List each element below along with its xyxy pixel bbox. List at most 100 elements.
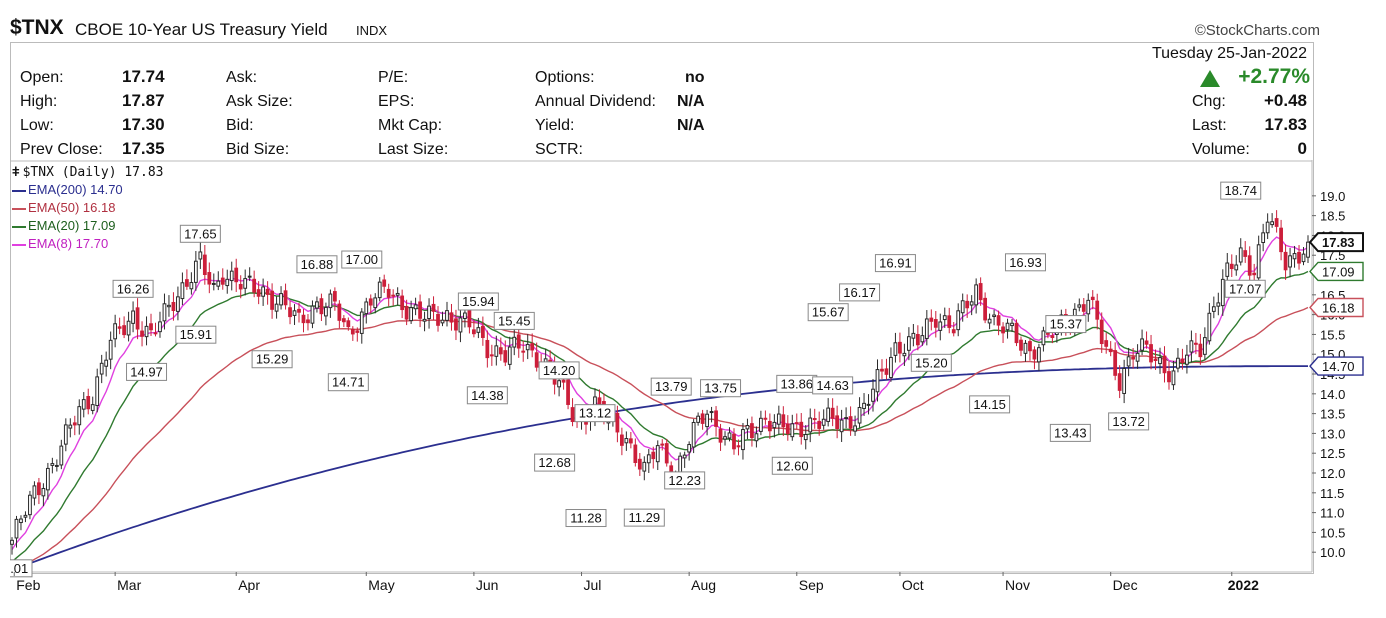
candle-body bbox=[1279, 227, 1283, 253]
candle-body bbox=[261, 286, 266, 297]
annotation-label: 13.43 bbox=[1054, 425, 1087, 440]
candle-body bbox=[494, 345, 499, 357]
candle-body bbox=[319, 298, 324, 315]
x-tick-label: May bbox=[368, 577, 394, 593]
candle-body bbox=[59, 445, 64, 466]
candle-body bbox=[176, 296, 180, 312]
x-tick-label: Jun bbox=[476, 577, 499, 593]
candle-body bbox=[1194, 342, 1198, 345]
candle-body bbox=[987, 318, 992, 324]
x-tick-label: Feb bbox=[16, 577, 40, 593]
candle-body bbox=[198, 251, 203, 260]
sctr-label: SCTR: bbox=[535, 141, 583, 158]
annotation-box bbox=[1220, 181, 1262, 200]
options-label: Options: bbox=[535, 69, 595, 86]
annotation-label: 15.37 bbox=[1050, 317, 1083, 332]
candle-body bbox=[350, 328, 355, 335]
candle-body bbox=[180, 282, 185, 300]
candle-body bbox=[413, 304, 418, 310]
candle-body bbox=[382, 279, 387, 287]
candle-body bbox=[920, 335, 925, 343]
y-tick-label: 13.5 bbox=[1320, 407, 1345, 422]
candle-body bbox=[705, 413, 709, 428]
candle-body bbox=[229, 270, 234, 282]
candle-body bbox=[938, 321, 943, 331]
candle-body bbox=[866, 403, 871, 406]
candle-body bbox=[265, 288, 270, 295]
candle-body bbox=[619, 434, 624, 446]
x-tick-label: Jul bbox=[584, 577, 602, 593]
candle-body bbox=[839, 419, 844, 433]
candle-body bbox=[337, 303, 342, 321]
candle-body bbox=[315, 301, 319, 309]
candle-body bbox=[898, 341, 902, 354]
annotation-label: 13.12 bbox=[579, 406, 612, 421]
candle-body bbox=[507, 346, 512, 365]
annotation-label: 16.17 bbox=[843, 285, 876, 300]
last-value-text: 17.09 bbox=[1322, 264, 1355, 279]
candle-body bbox=[1153, 358, 1158, 362]
ask-size-label: Ask Size: bbox=[226, 93, 293, 110]
candle-body bbox=[189, 282, 194, 290]
candle-body bbox=[794, 422, 799, 425]
candle-body bbox=[1140, 338, 1144, 351]
annotation-label: 17.07 bbox=[1229, 281, 1262, 296]
annotation-box bbox=[112, 279, 154, 298]
low-label: Low: bbox=[20, 117, 54, 134]
percent-change: +2.77% bbox=[1238, 65, 1310, 88]
ema20-line bbox=[11, 270, 1309, 563]
candle-body bbox=[144, 325, 149, 338]
candle-body bbox=[1220, 278, 1225, 307]
candle-body bbox=[220, 277, 225, 285]
annotation-box bbox=[457, 292, 499, 311]
annotation-label: 18.74 bbox=[1224, 183, 1257, 198]
candle-body bbox=[404, 305, 409, 320]
candle-body bbox=[1198, 343, 1203, 358]
candle-body bbox=[140, 330, 144, 337]
candle-body bbox=[153, 332, 158, 335]
candle-body bbox=[696, 415, 701, 423]
candle-body bbox=[400, 295, 405, 311]
price-chart[interactable]: 17.65 16.26 15.91 14.97 16.88 17.00 15.29 14.71… bbox=[10, 160, 1386, 600]
candle-body bbox=[467, 309, 472, 328]
annotation-label: 15.29 bbox=[256, 352, 289, 367]
annotation-box bbox=[466, 386, 508, 405]
candle-body bbox=[1037, 347, 1041, 363]
candle-body bbox=[1005, 322, 1010, 331]
candle-body bbox=[436, 313, 440, 326]
candle-body bbox=[1274, 218, 1279, 227]
annual-dividend-label: Annual Dividend: bbox=[535, 93, 656, 110]
candle-body bbox=[830, 407, 835, 419]
annotation-box bbox=[341, 250, 383, 269]
candle-body bbox=[566, 379, 570, 405]
annotation-label: 11.29 bbox=[629, 510, 661, 525]
candle-body bbox=[162, 303, 167, 322]
candle-body bbox=[700, 413, 705, 424]
candle-body bbox=[942, 315, 947, 321]
candle-body bbox=[23, 514, 28, 518]
annotation-box bbox=[812, 376, 854, 395]
candle-body bbox=[297, 308, 301, 313]
candle-body bbox=[933, 319, 938, 328]
legend-ema20-label: EMA(20) 17.09 bbox=[28, 218, 116, 233]
candle-body bbox=[736, 445, 741, 448]
last-value: 17.83 bbox=[1264, 115, 1307, 134]
candle-body bbox=[1180, 358, 1185, 364]
candle-body bbox=[391, 294, 396, 297]
candle-body bbox=[911, 332, 916, 339]
annotation-box bbox=[1004, 253, 1046, 272]
annotation-box bbox=[296, 255, 338, 274]
candle-body bbox=[1131, 356, 1135, 360]
annotation-box bbox=[175, 325, 217, 344]
candle-body bbox=[1189, 340, 1194, 353]
candle-body bbox=[651, 451, 656, 460]
candle-body bbox=[306, 319, 310, 324]
up-arrow-icon bbox=[1200, 70, 1220, 87]
candle-body bbox=[597, 397, 602, 405]
candle-body bbox=[458, 317, 463, 333]
candle-body bbox=[225, 278, 230, 287]
candle-body bbox=[1162, 355, 1167, 374]
candle-body bbox=[86, 395, 91, 410]
brand-label[interactable]: ©StockCharts.com bbox=[1194, 22, 1320, 39]
candle-body bbox=[803, 433, 808, 441]
